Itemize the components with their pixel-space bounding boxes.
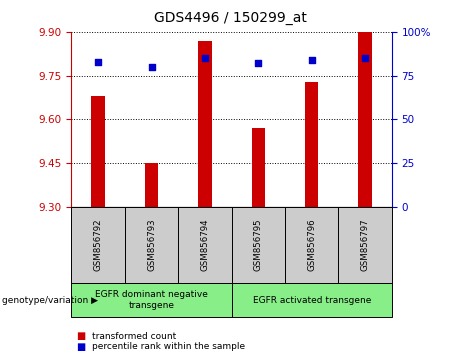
Text: transformed count: transformed count [92,332,177,341]
Text: percentile rank within the sample: percentile rank within the sample [92,342,245,352]
Bar [145,163,158,207]
Text: GSM856797: GSM856797 [361,219,370,272]
Bar [305,81,319,207]
Point [95,59,102,64]
Text: EGFR activated transgene: EGFR activated transgene [253,296,371,304]
Text: GSM856792: GSM856792 [94,219,103,272]
Text: EGFR dominant negative
transgene: EGFR dominant negative transgene [95,290,208,310]
Point [254,61,262,66]
Text: genotype/variation ▶: genotype/variation ▶ [2,296,98,304]
Text: GSM856793: GSM856793 [147,219,156,272]
Point [148,64,155,70]
Text: GDS4496 / 150299_at: GDS4496 / 150299_at [154,11,307,25]
Bar [359,32,372,207]
Text: ■: ■ [76,331,85,341]
Bar [252,128,265,207]
Point [361,55,369,61]
Text: GSM856796: GSM856796 [307,219,316,272]
Point [201,55,209,61]
Point [308,57,315,63]
Text: GSM856794: GSM856794 [201,219,209,272]
Text: GSM856795: GSM856795 [254,219,263,272]
Bar [91,96,105,207]
Text: ■: ■ [76,342,85,352]
Bar [198,41,212,207]
